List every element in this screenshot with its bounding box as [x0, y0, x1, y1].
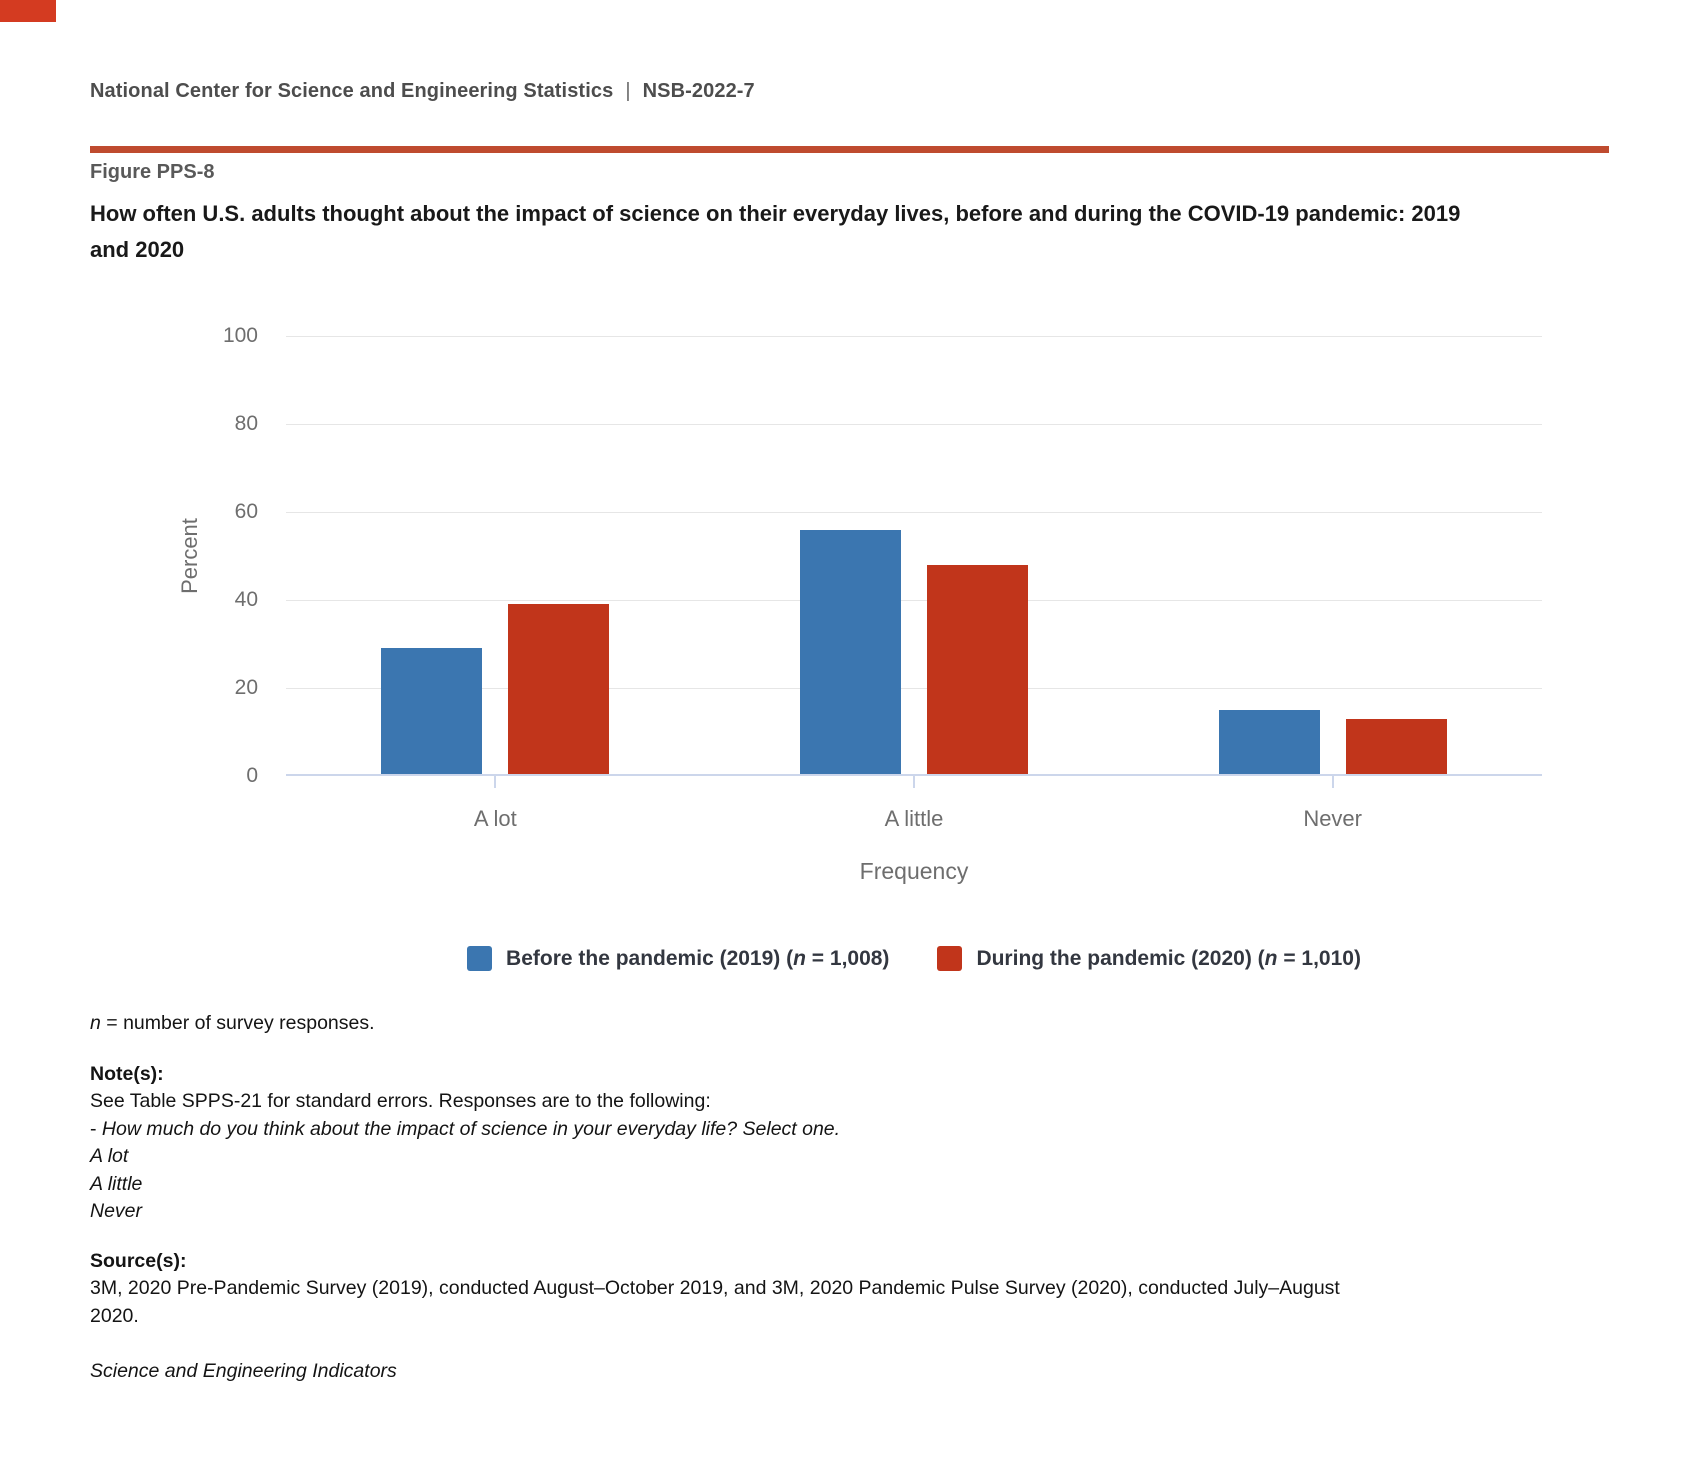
notes-heading: Note(s): [90, 1062, 164, 1085]
header-separator: | [625, 80, 631, 102]
bar-never-during[interactable] [1345, 718, 1447, 776]
bar-a-little-before[interactable] [800, 529, 901, 776]
n-definition: n = number of survey responses. [90, 1012, 375, 1034]
x-category-label-a-lot: A lot [473, 806, 517, 831]
page-header: National Center for Science and Engineer… [90, 80, 1620, 103]
y-tick-label-0: 0 [246, 764, 258, 787]
sources-heading: Source(s): [90, 1249, 187, 1272]
note-option-a-little: A little [90, 1172, 143, 1195]
legend-label-during-pandemic: During the pandemic (2020) (n = 1,010) [976, 946, 1361, 970]
accent-rule [90, 146, 1609, 153]
figure-title-line1: How often U.S. adults thought about the … [90, 201, 1461, 226]
y-tick-label-60: 60 [234, 500, 258, 523]
y-axis-title: Percent [177, 518, 202, 594]
legend-item-before-pandemic[interactable]: Before the pandemic (2019) (n = 1,008) [467, 946, 889, 971]
note-option-never: Never [90, 1200, 143, 1222]
x-tick-mark-a-lot [494, 776, 497, 788]
gridline-20 [286, 688, 1542, 689]
gridline-80 [286, 424, 1542, 425]
y-tick-label-80: 80 [234, 412, 258, 435]
report-number: NSB-2022-7 [642, 80, 755, 102]
x-category-label-never: Never [1303, 806, 1362, 831]
legend-swatch-blue [467, 946, 493, 971]
legend-label-before-pandemic: Before the pandemic (2019) (n = 1,008) [506, 946, 890, 970]
plot-area [286, 336, 1542, 776]
x-category-label-a-little: A little [884, 806, 944, 831]
y-tick-label-40: 40 [234, 588, 258, 611]
chart-legend: Before the pandemic (2019) (n = 1,008) D… [286, 946, 1542, 971]
notes-line1: See Table SPPS-21 for standard errors. R… [90, 1090, 711, 1112]
legend-item-during-pandemic[interactable]: During the pandemic (2020) (n = 1,010) [937, 946, 1361, 971]
x-axis-line [286, 774, 1542, 776]
x-axis-title: Frequency [859, 858, 969, 884]
source-text: 3M, 2020 Pre-Pandemic Survey (2019), con… [90, 1277, 1340, 1327]
bar-never-before[interactable] [1218, 710, 1320, 776]
figure-title-line2: and 2020 [90, 237, 185, 262]
bar-a-lot-during[interactable] [508, 604, 610, 776]
notes-question: - How much do you think about the impact… [90, 1117, 841, 1140]
y-tick-label-20: 20 [234, 676, 258, 699]
note-option-a-lot: A lot [90, 1145, 129, 1167]
legend-swatch-red [937, 946, 963, 971]
figure-label: Figure PPS-8 [90, 161, 215, 183]
gridline-60 [286, 512, 1542, 513]
y-tick-label-100: 100 [222, 324, 258, 347]
gridline-100 [286, 336, 1542, 337]
corner-red-mark [0, 0, 56, 22]
attribution: Science and Engineering Indicators [90, 1360, 397, 1382]
footnotes: n = number of survey responses. Note(s):… [90, 1010, 1620, 1386]
bar-a-little-during[interactable] [927, 564, 1028, 776]
org-name: National Center for Science and Engineer… [90, 80, 614, 102]
x-tick-mark-never [1331, 776, 1334, 788]
gridline-40 [286, 600, 1542, 601]
figure-title: How often U.S. adults thought about the … [90, 196, 1620, 268]
bar-a-lot-before[interactable] [381, 648, 483, 776]
x-tick-mark-a-little [913, 776, 915, 788]
